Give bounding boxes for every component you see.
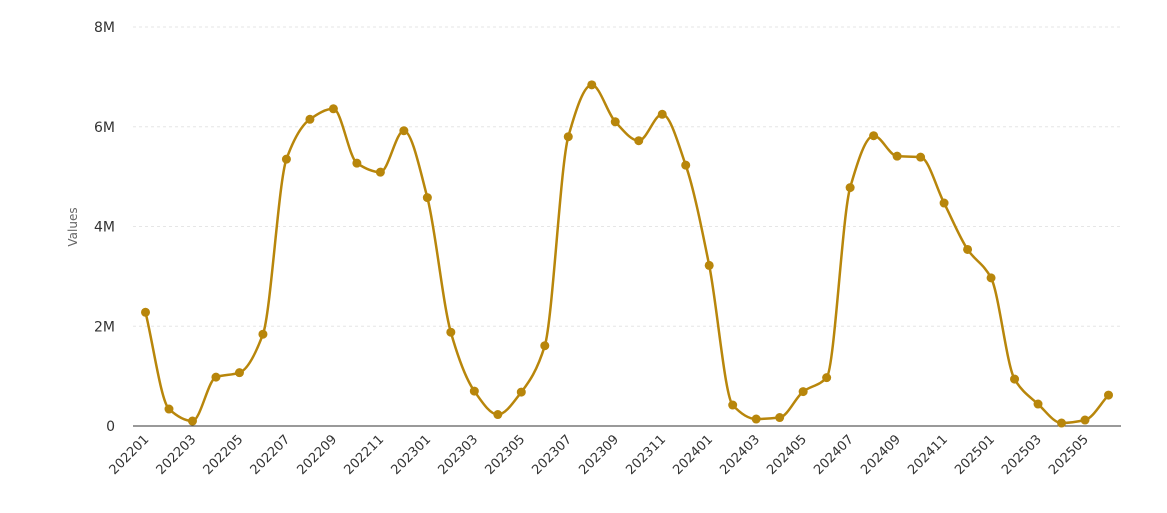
x-tick-label: 202407 [811,432,857,478]
x-tick-label: 202311 [623,432,669,478]
data-point [634,136,644,146]
data-point [751,414,761,424]
data-point [187,416,197,426]
grid-lines [133,26,1121,327]
x-tick-label: 202409 [858,432,904,478]
data-point [211,372,221,382]
data-point [375,167,385,177]
data-point [845,183,855,193]
x-tick-label: 202209 [295,432,341,478]
data-point [892,151,902,161]
data-point [493,410,503,420]
data-point [446,327,456,337]
data-point [1033,399,1043,409]
data-point [1010,374,1020,384]
data-point [305,114,315,124]
y-axis-label: Values [66,207,80,246]
data-point [399,126,409,136]
data-point [281,154,291,164]
data-points [141,80,1113,428]
data-point [916,152,926,162]
data-point [775,413,785,423]
x-tick-label: 202207 [248,432,294,478]
x-tick-label: 202505 [1046,432,1092,478]
x-tick-label: 202309 [576,432,622,478]
data-point [469,386,479,396]
data-point [1080,415,1090,425]
series-line [144,83,1110,425]
y-tick-label: 6M [94,120,115,136]
data-point [657,109,667,119]
y-tick-label: 8M [94,20,115,36]
data-point [986,273,996,283]
data-point [1057,418,1067,428]
data-point [822,373,832,383]
data-point [328,104,338,114]
data-point [869,131,879,141]
data-point [141,307,150,317]
x-tick-label: 202203 [154,432,200,478]
data-point [610,117,620,127]
y-tick-label: 4M [94,220,115,236]
x-tick-label: 202405 [764,432,810,478]
data-point [963,244,973,254]
x-tick-label: 202503 [999,432,1045,478]
x-axis: 202201 202203 202205 202207 202209 202211 2023… [107,425,1121,478]
data-point [352,158,362,168]
x-tick-label: 202301 [388,432,434,478]
data-point [798,387,808,397]
x-tick-label: 202403 [717,432,763,478]
x-tick-label: 202211 [341,432,387,478]
data-point [516,387,526,397]
x-tick-label: 202307 [529,432,575,478]
data-point [234,368,244,378]
x-tick-label: 202501 [952,432,998,478]
x-tick-label: 202305 [482,432,528,478]
data-point [540,341,550,351]
data-point [563,132,573,142]
y-tick-label: 0 [106,419,115,435]
data-point [422,193,432,203]
data-point [728,400,738,410]
x-tick-label: 202401 [670,432,716,478]
x-tick-label: 202303 [435,432,481,478]
data-point [164,404,174,414]
data-point [704,260,714,270]
data-point [939,198,949,208]
data-point [681,160,691,170]
data-point [587,80,597,90]
x-tick-label: 202205 [201,432,247,478]
y-tick-label: 2M [94,319,115,335]
data-point [1104,390,1113,400]
data-point [258,329,268,339]
x-tick-label: 202201 [107,432,153,478]
y-axis: 0 2M 4M 6M 8M [94,20,115,435]
x-tick-label: 202411 [905,432,951,478]
